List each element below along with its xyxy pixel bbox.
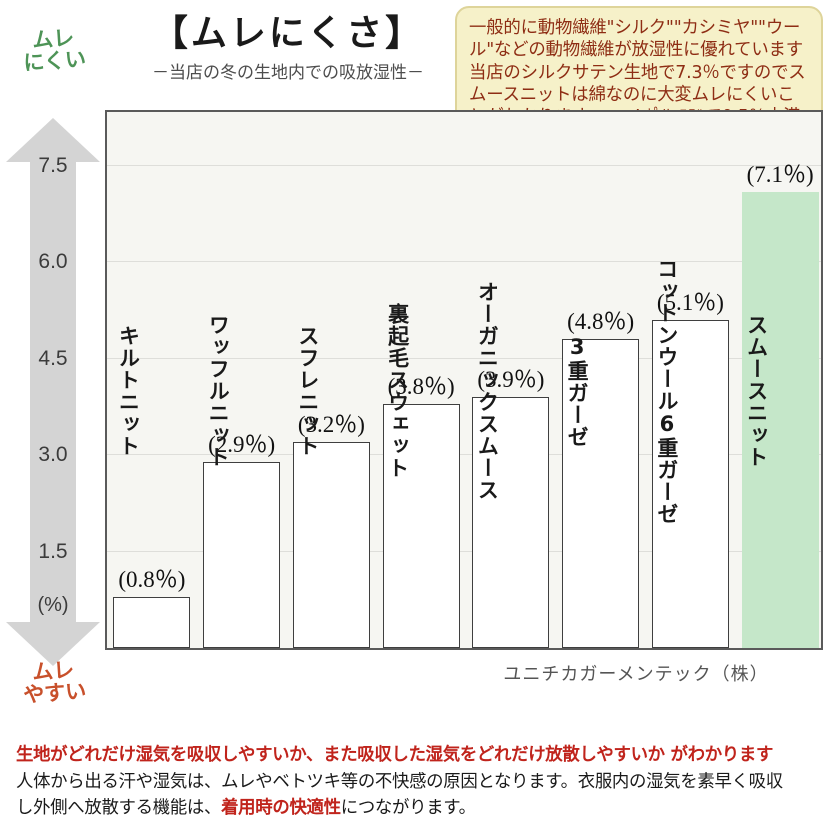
bar-group: (3.2％) スフレニット	[287, 112, 377, 648]
page-title: 【ムレにくさ】	[151, 13, 425, 53]
bar-group: (0.8％) キルトニット	[107, 112, 197, 648]
bar-series: (0.8％) キルトニット (2.9％) ワッフルニット (3.2％) スフレニット (3.…	[107, 112, 821, 648]
bar-value-label: (2.9％)	[208, 431, 276, 457]
bar-category-label: スムースニット	[744, 314, 769, 468]
y-axis-tick-label: 6.0	[38, 250, 68, 274]
footer-line-3-c: につながります。	[340, 798, 476, 819]
gridline	[107, 164, 821, 166]
footer-highlight: 着用時の快適性	[221, 798, 341, 819]
bar-group: (2.9％) ワッフルニット	[197, 112, 287, 648]
bar-value-label: (0.8％)	[118, 566, 186, 592]
bar	[651, 320, 729, 648]
bar-value-label: (4.8％)	[567, 309, 635, 335]
bar	[472, 397, 550, 648]
bar-value-label: (7.1％)	[746, 161, 814, 187]
bar-category-label: ワッフルニット	[206, 314, 231, 468]
bar-group: (5.1％) コットンウール6重ガーゼ	[646, 112, 736, 648]
bar	[741, 191, 819, 648]
bar-value-label: (3.2％)	[297, 412, 365, 438]
bar	[382, 403, 460, 648]
y-axis-tick-label: 3.0	[38, 443, 68, 467]
gridline	[107, 550, 821, 552]
bar-category-label: 3重ガーゼ	[565, 334, 590, 448]
gridline	[107, 261, 821, 263]
bar-group: (4.8％) 3重ガーゼ	[556, 112, 646, 648]
bar-category-label: 裏起毛スウェット	[385, 303, 410, 479]
footer-line-1: 生地がどれだけ湿気を吸収しやすいか、また吸収した湿気をどれだけ放散しやすいか が…	[16, 745, 774, 765]
arrow-label-bottom-line2: やすい	[22, 678, 88, 708]
bar-category-label: オーガニックスムース	[475, 281, 500, 501]
arrow-label-top: ムレ にくい	[7, 25, 102, 76]
bar	[292, 442, 370, 648]
bar-category-label: スフレニット	[295, 325, 320, 457]
y-axis-tick-label: 4.5	[38, 346, 68, 370]
bar	[562, 339, 640, 648]
bar-category-label: キルトニット	[116, 325, 141, 457]
footer-line-3: し外側へ放散する機能は、着用時の快適性につながります。	[16, 795, 828, 822]
y-axis-tick-label: 1.5	[38, 539, 68, 563]
arrow-label-top-line2: にくい	[22, 46, 87, 76]
footer-description: 生地がどれだけ湿気を吸収しやすいか、また吸収した湿気をどれだけ放散しやすいか が…	[16, 742, 828, 822]
bar-category-label: コットンウール6重ガーゼ	[654, 257, 679, 525]
bar-group: (3.9％) オーガニックスムース	[466, 112, 556, 648]
attribution-text: ユニチカガーメンテック（株）	[503, 664, 769, 684]
bar	[203, 461, 281, 648]
bar	[113, 596, 191, 648]
chart-subtitle: －当店の冬の生地内での吸放湿性－	[152, 63, 424, 82]
bar-value-label: (5.1％)	[656, 290, 724, 316]
moisture-scale-arrow-icon	[6, 118, 100, 666]
bar-group: (3.8％) 裏起毛スウェット	[376, 112, 466, 648]
chart-plot-area: (0.8％) キルトニット (2.9％) ワッフルニット (3.2％) スフレニット (3.…	[105, 110, 823, 650]
gridline	[107, 357, 821, 359]
y-axis-tick-label: 7.5	[38, 153, 68, 177]
bar-group: (7.1％) スムースニット	[735, 112, 825, 648]
footer-line-3-a: し外側へ放散する機能は、	[16, 798, 222, 819]
gridline	[107, 454, 821, 456]
bar-value-label: (3.8％)	[387, 373, 455, 399]
arrow-label-bottom: ムレ やすい	[7, 657, 102, 708]
footer-line-2: 人体から出る汗や湿気は、ムレやベトツキ等の不快感の原因となります。衣服内の湿気を…	[16, 769, 828, 796]
footer-line-2-a: 人体から出る汗や湿気は、ムレやベトツキ等の不快感の原因となります。衣服内の湿気を…	[16, 771, 783, 792]
bar-value-label: (3.9％)	[477, 367, 545, 393]
y-axis-unit-label: (%)	[37, 594, 69, 616]
